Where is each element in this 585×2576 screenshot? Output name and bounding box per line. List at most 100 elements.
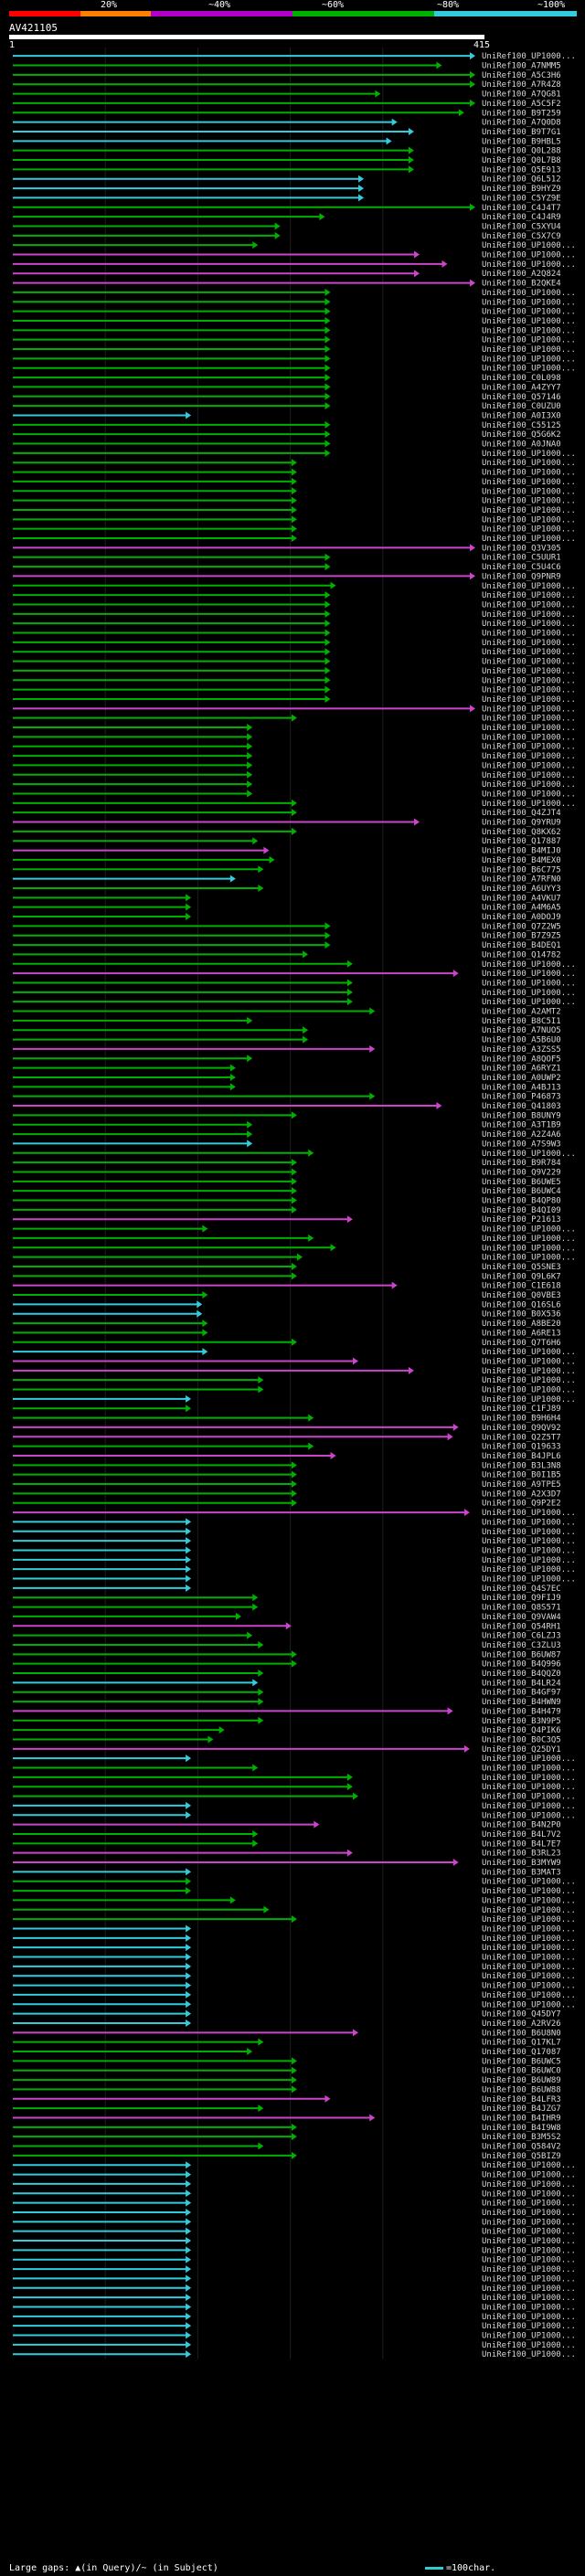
hit-label[interactable]: UniRef100_UP1000... (482, 676, 576, 685)
hit-label[interactable]: UniRef100_UP1000... (482, 1991, 576, 2000)
hit-label[interactable]: UniRef100_UP1000... (482, 790, 576, 799)
hit-label[interactable]: UniRef100_B6UWC5 (482, 2057, 561, 2066)
hit-label[interactable]: UniRef100_UP1000... (482, 2284, 576, 2294)
hit-label[interactable]: UniRef100_B9T259 (482, 109, 561, 118)
hit-label[interactable]: UniRef100_Q5SNE3 (482, 1263, 561, 1272)
hit-label[interactable]: UniRef100_UP1000... (482, 979, 576, 988)
hit-label[interactable]: UniRef100_Q9V229 (482, 1168, 561, 1177)
hit-label[interactable]: UniRef100_A0JNA0 (482, 440, 561, 450)
hit-label[interactable]: UniRef100_Q17KL7 (482, 2039, 561, 2048)
hit-label[interactable]: UniRef100_Q4PIK6 (482, 1726, 561, 1735)
hit-label[interactable]: UniRef100_B4LR24 (482, 1679, 561, 1688)
hit-label[interactable]: UniRef100_UP1000... (482, 1944, 576, 1953)
hit-label[interactable]: UniRef100_UP1000... (482, 365, 576, 374)
hit-label[interactable]: UniRef100_UP1000... (482, 1878, 576, 1887)
hit-label[interactable]: UniRef100_A0DOJ9 (482, 913, 561, 922)
hit-label[interactable]: UniRef100_B3N9P5 (482, 1717, 561, 1726)
hit-label[interactable]: UniRef100_A7S9W3 (482, 1140, 561, 1149)
hit-label[interactable]: UniRef100_UP1000... (482, 1915, 576, 1924)
hit-label[interactable]: UniRef100_B0X536 (482, 1310, 561, 1320)
hit-label[interactable]: UniRef100_B4I9W8 (482, 2124, 561, 2133)
hit-label[interactable]: UniRef100_B8C5I1 (482, 1017, 561, 1026)
hit-label[interactable]: UniRef100_Q6L512 (482, 175, 561, 185)
hit-label[interactable]: UniRef100_UP1000... (482, 800, 576, 809)
hit-label[interactable]: UniRef100_UP1000... (482, 326, 576, 335)
hit-label[interactable]: UniRef100_Q0L288 (482, 147, 561, 156)
hit-label[interactable]: UniRef100_B4LFR3 (482, 2095, 561, 2104)
hit-label[interactable]: UniRef100_UP1000... (482, 1509, 576, 1518)
hit-label[interactable]: UniRef100_UP1000... (482, 658, 576, 667)
hit-label[interactable]: UniRef100_UP1000... (482, 260, 576, 270)
hit-label[interactable]: UniRef100_UP1000... (482, 2180, 576, 2189)
hit-label[interactable]: UniRef100_UP1000... (482, 241, 576, 250)
hit-label[interactable]: UniRef100_UP1000... (482, 1972, 576, 1981)
hit-label[interactable]: UniRef100_A4ZYY7 (482, 383, 561, 392)
hit-label[interactable]: UniRef100_UP1000... (482, 450, 576, 459)
hit-label[interactable]: UniRef100_A6RE13 (482, 1329, 561, 1338)
hit-label[interactable]: UniRef100_UP1000... (482, 2161, 576, 2170)
hit-label[interactable]: UniRef100_A5C3H6 (482, 71, 561, 80)
hit-label[interactable]: UniRef100_UP1000... (482, 1348, 576, 1357)
hit-label[interactable]: UniRef100_A7NUO5 (482, 1026, 561, 1035)
hit-label[interactable]: UniRef100_UP1000... (482, 2341, 576, 2350)
hit-label[interactable]: UniRef100_B6UWE5 (482, 1178, 561, 1187)
hit-label[interactable]: UniRef100_C0UZU0 (482, 402, 561, 411)
hit-label[interactable]: UniRef100_UP1000... (482, 1235, 576, 1244)
hit-label[interactable]: UniRef100_B9H6H4 (482, 1415, 561, 1424)
hit-label[interactable]: UniRef100_UP1000... (482, 582, 576, 591)
hit-label[interactable]: UniRef100_UP1000... (482, 1754, 576, 1764)
hit-label[interactable]: UniRef100_B6UW87 (482, 1650, 561, 1659)
hit-label[interactable]: UniRef100_Q584V2 (482, 2143, 561, 2152)
hit-label[interactable]: UniRef100_A4VKU7 (482, 894, 561, 903)
hit-label[interactable]: UniRef100_B4DEQ1 (482, 941, 561, 950)
hit-label[interactable]: UniRef100_A2X3D7 (482, 1489, 561, 1499)
hit-label[interactable]: UniRef100_A3T1B9 (482, 1121, 561, 1130)
hit-label[interactable]: UniRef100_B4JPL6 (482, 1452, 561, 1461)
hit-label[interactable]: UniRef100_A9TPE5 (482, 1480, 561, 1489)
hit-label[interactable]: UniRef100_Q9YRU9 (482, 819, 561, 828)
hit-label[interactable]: UniRef100_A7NMM5 (482, 62, 561, 71)
hit-label[interactable]: UniRef100_A4M6A5 (482, 904, 561, 913)
hit-label[interactable]: UniRef100_B6UWC4 (482, 1187, 561, 1196)
hit-label[interactable]: UniRef100_UP1000... (482, 298, 576, 307)
hit-label[interactable]: UniRef100_Q57146 (482, 393, 561, 402)
hit-label[interactable]: UniRef100_UP1000... (482, 1575, 576, 1585)
hit-label[interactable]: UniRef100_UP1000... (482, 1774, 576, 1783)
hit-label[interactable]: UniRef100_B6UWC0 (482, 2067, 561, 2076)
hit-label[interactable]: UniRef100_B4H479 (482, 1707, 561, 1716)
hit-label[interactable]: UniRef100_UP1000... (482, 1954, 576, 1963)
hit-label[interactable]: UniRef100_A5C5F2 (482, 100, 561, 109)
hit-label[interactable]: UniRef100_P21613 (482, 1215, 561, 1224)
hit-label[interactable]: UniRef100_UP1000... (482, 2350, 576, 2359)
hit-label[interactable]: UniRef100_A2AMT2 (482, 1008, 561, 1017)
hit-label[interactable]: UniRef100_B7Z9Z5 (482, 932, 561, 941)
hit-label[interactable]: UniRef100_UP1000... (482, 52, 576, 61)
hit-label[interactable]: UniRef100_A3ZSS5 (482, 1045, 561, 1055)
hit-label[interactable]: UniRef100_C1FJ89 (482, 1405, 561, 1414)
hit-label[interactable]: UniRef100_UP1000... (482, 497, 576, 506)
hit-label[interactable]: UniRef100_B0I1B5 (482, 1471, 561, 1480)
hit-label[interactable]: UniRef100_Q4S7EC (482, 1585, 561, 1594)
hit-label[interactable]: UniRef100_Q45DY7 (482, 2010, 561, 2019)
hit-label[interactable]: UniRef100_UP1000... (482, 715, 576, 724)
hit-label[interactable]: UniRef100_Q9QV92 (482, 1424, 561, 1433)
hit-label[interactable]: UniRef100_B6C775 (482, 865, 561, 875)
hit-label[interactable]: UniRef100_UP1000... (482, 2209, 576, 2218)
hit-label[interactable]: UniRef100_B9HBL5 (482, 137, 561, 146)
hit-label[interactable]: UniRef100_UP1000... (482, 1386, 576, 1395)
hit-label[interactable]: UniRef100_UP1000... (482, 308, 576, 317)
hit-label[interactable]: UniRef100_B4GF97 (482, 1689, 561, 1698)
hit-label[interactable]: UniRef100_Q5G6K2 (482, 430, 561, 440)
hit-label[interactable]: UniRef100_Q17887 (482, 837, 561, 846)
hit-label[interactable]: UniRef100_UP1000... (482, 2313, 576, 2322)
hit-label[interactable]: UniRef100_Q19633 (482, 1443, 561, 1452)
hit-label[interactable]: UniRef100_UP1000... (482, 1395, 576, 1405)
hit-label[interactable]: UniRef100_A6UYY3 (482, 885, 561, 894)
hit-label[interactable]: UniRef100_UP1000... (482, 733, 576, 742)
hit-label[interactable]: UniRef100_UP1000... (482, 1924, 576, 1934)
hit-label[interactable]: UniRef100_C0L098 (482, 374, 561, 383)
hit-label[interactable]: UniRef100_UP1000... (482, 478, 576, 487)
hit-label[interactable]: UniRef100_Q17087 (482, 2048, 561, 2057)
hit-label[interactable]: UniRef100_Q2Z5T7 (482, 1433, 561, 1442)
hit-label[interactable]: UniRef100_A7RFN0 (482, 875, 561, 885)
